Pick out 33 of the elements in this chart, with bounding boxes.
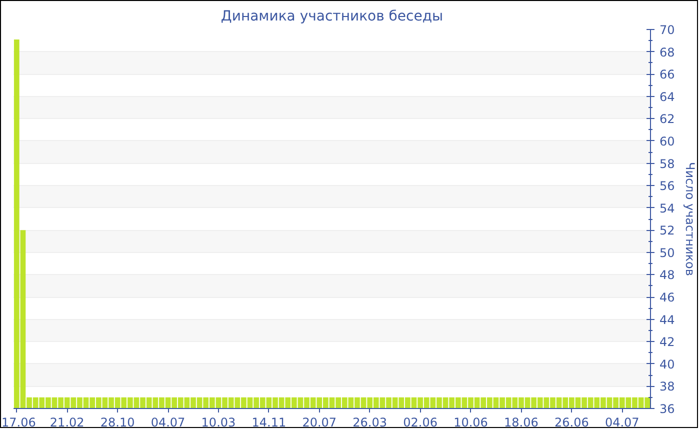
x-tick-label: 10.03 (201, 416, 236, 430)
y-tick-label: 62 (660, 112, 675, 126)
chart-title: Динамика участников беседы (220, 8, 444, 24)
y-tick-label: 52 (660, 224, 675, 238)
y-tick-label: 50 (660, 246, 675, 260)
x-tick-label: 28.10 (100, 416, 135, 430)
x-tick-label: 04.07 (604, 416, 640, 430)
y-axis-title: Число участников (682, 162, 697, 276)
x-tick-label: 21.02 (50, 416, 84, 430)
y-tick-label: 66 (660, 68, 675, 82)
y-tick-label: 58 (660, 156, 675, 171)
y-tick-label: 60 (660, 134, 675, 148)
y-tick-label: 56 (660, 179, 675, 194)
y-tick-label: 70 (660, 23, 675, 37)
y-tick-label: 48 (660, 268, 675, 282)
x-tick-label: 26.06 (554, 416, 589, 430)
x-tick-label: 20.07 (302, 416, 337, 430)
x-tick-label: 18.06 (504, 416, 538, 430)
y-tick-label: 40 (660, 357, 675, 372)
y-tick-label: 36 (660, 402, 675, 416)
y-tick-label: 38 (660, 380, 675, 394)
y-tick-label: 42 (660, 335, 675, 350)
x-tick-label: 04.07 (150, 416, 186, 430)
y-tick-label: 46 (660, 290, 675, 305)
x-tick-label: 10.06 (454, 416, 488, 430)
x-tick-label: 14.11 (252, 416, 286, 430)
y-tick-label: 64 (660, 90, 675, 104)
y-tick-label: 68 (660, 45, 675, 60)
y-tick-label: 54 (660, 201, 675, 216)
x-tick-label: 17.06 (2, 416, 36, 430)
y-tick-label: 44 (660, 312, 675, 327)
x-tick-label: 26.03 (352, 416, 388, 430)
x-tick-label: 02.06 (403, 416, 438, 430)
